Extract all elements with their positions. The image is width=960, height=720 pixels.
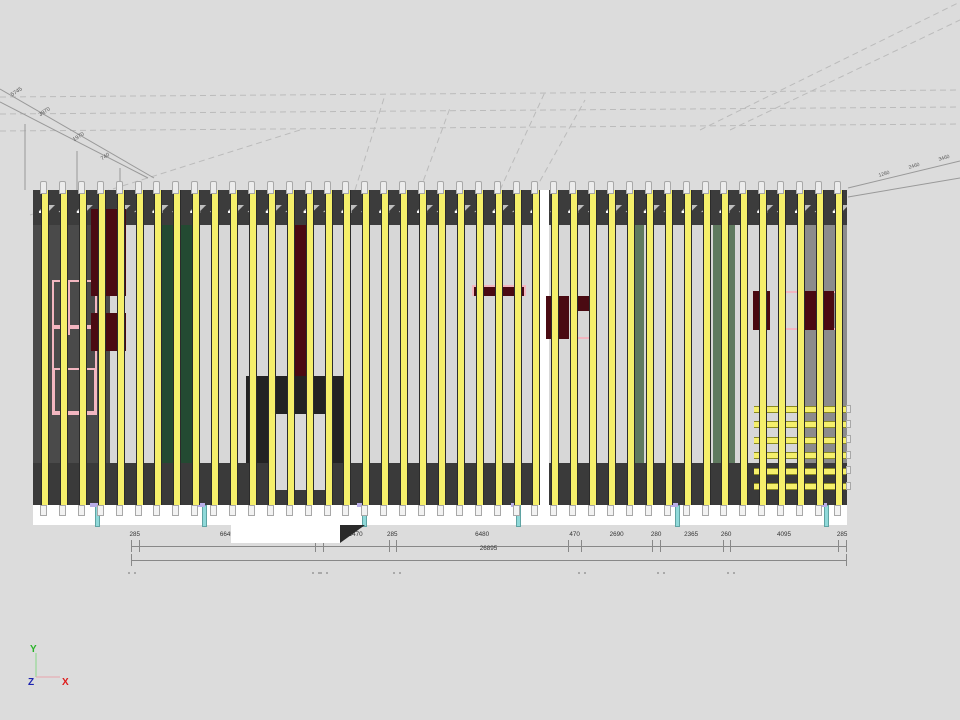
svg-text:X: X (62, 677, 69, 685)
svg-text:Z: Z (28, 677, 34, 685)
svg-text:Y: Y (30, 644, 37, 655)
